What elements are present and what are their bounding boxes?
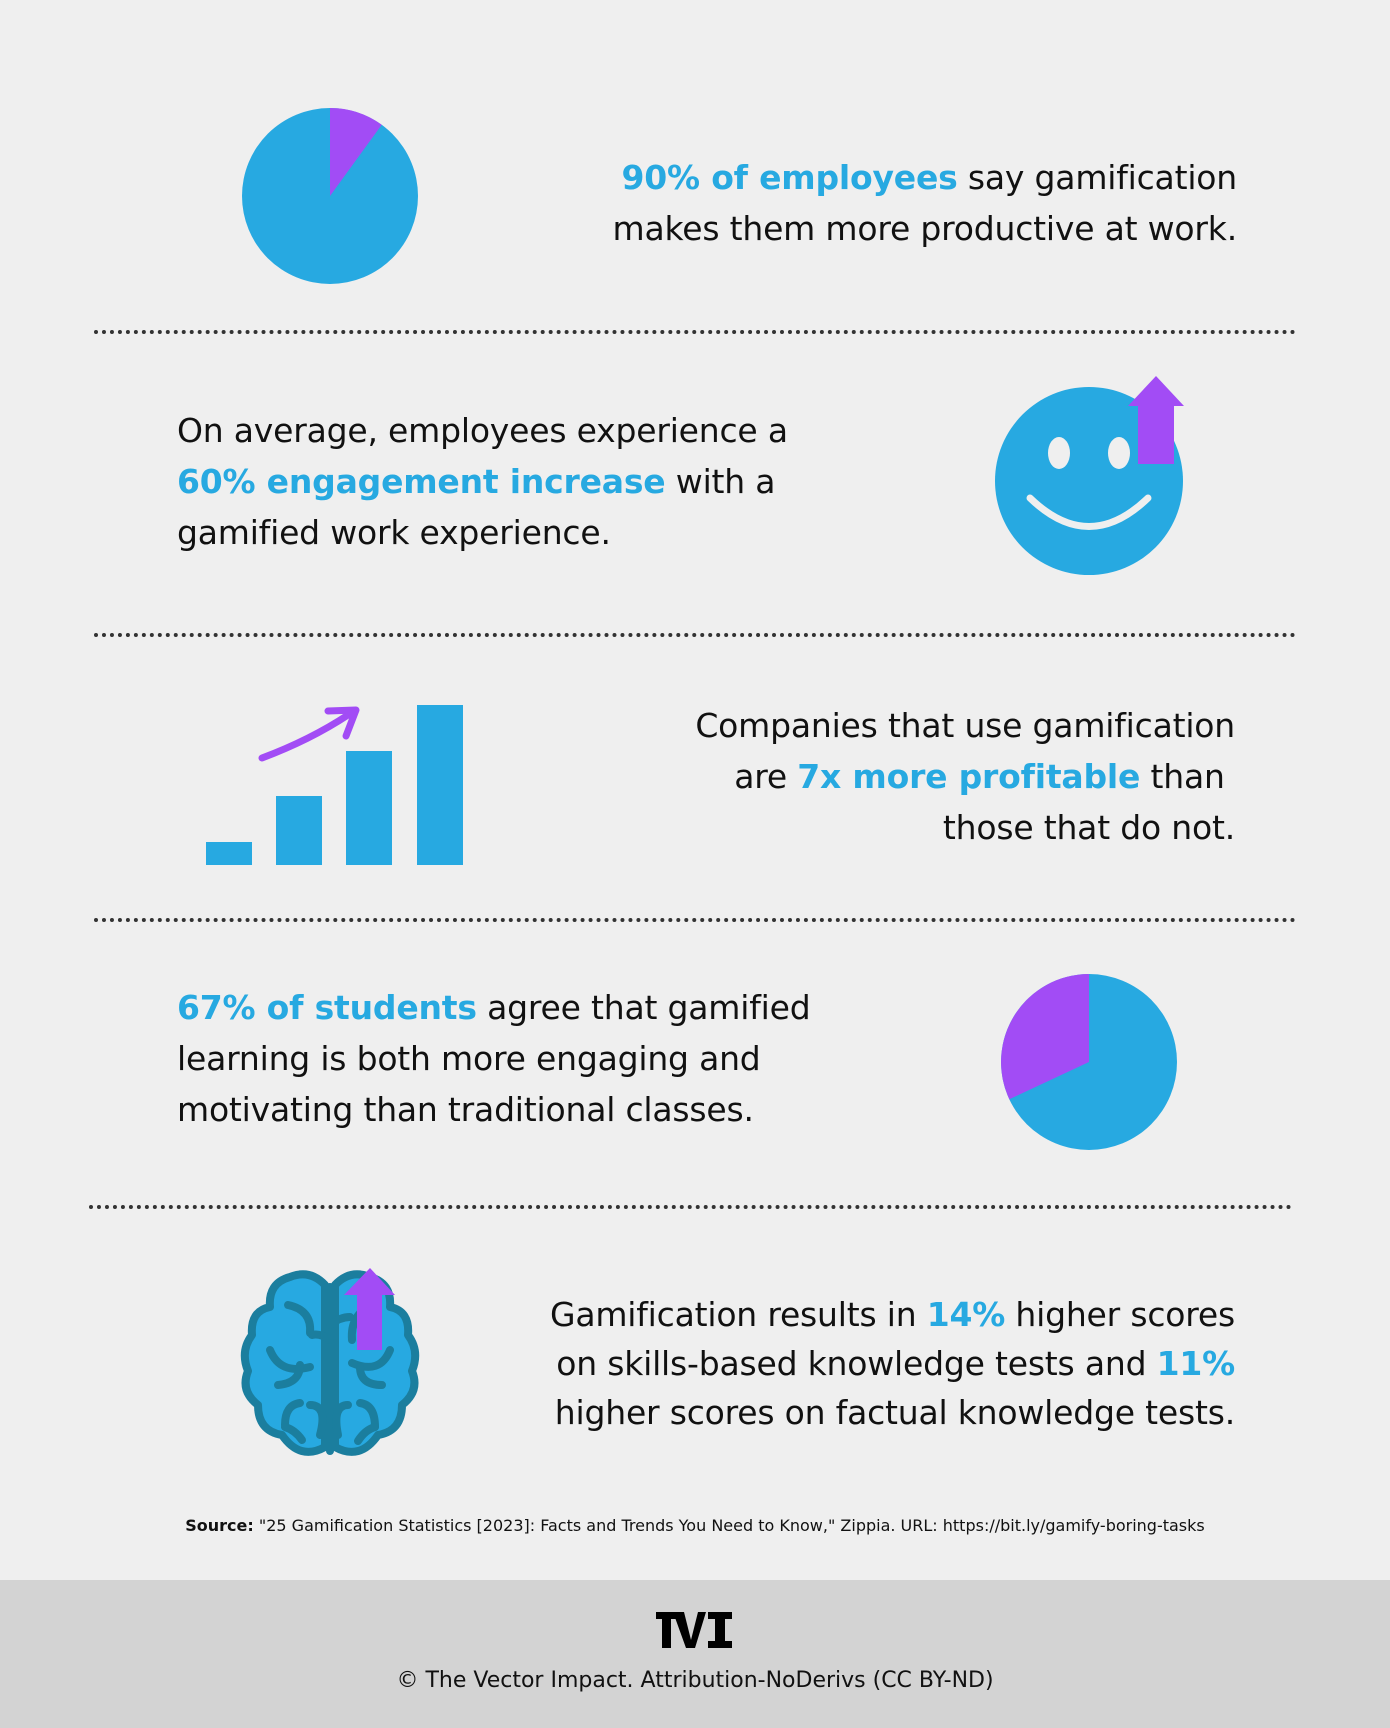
highlight: 11% [1156, 1344, 1236, 1383]
bar-4 [417, 705, 463, 865]
stat-test-scores: Gamification results in 14% higher score… [385, 1290, 1235, 1437]
source-label: Source: [185, 1516, 254, 1535]
text: higher scores [1005, 1295, 1235, 1334]
bar-chart-growth-icon [206, 705, 463, 865]
stat-profitable: Companies that use gamification are 7x m… [435, 700, 1235, 853]
divider [94, 918, 1296, 922]
highlight: 67% of students [177, 988, 477, 1027]
pie-chart-90-icon [242, 108, 418, 284]
copyright-text: © The Vector Impact. Attribution-NoDeriv… [396, 1668, 994, 1693]
text: motivating than traditional classes. [177, 1090, 754, 1129]
divider [94, 330, 1296, 334]
bar-1 [206, 842, 252, 865]
text: with a [665, 462, 776, 501]
bar-2 [276, 796, 322, 865]
text: are [734, 757, 798, 796]
divider [94, 633, 1296, 637]
smiley-arrow-up-icon [995, 376, 1184, 575]
stat-engagement-increase: On average, employees experience a 60% e… [177, 405, 937, 558]
pie-chart-67-icon [1001, 974, 1177, 1150]
text: makes them more productive at work. [612, 209, 1238, 248]
highlight: 14% [926, 1295, 1006, 1334]
text: gamified work experience. [177, 513, 611, 552]
text: learning is both more engaging and [177, 1039, 761, 1078]
source-text: "25 Gamification Statistics [2023]: Fact… [253, 1516, 1205, 1535]
source-citation: Source: "25 Gamification Statistics [202… [0, 1516, 1390, 1535]
text: on skills-based knowledge tests and [556, 1344, 1157, 1383]
stat-students: 67% of students agree that gamified lear… [177, 982, 977, 1135]
text: Gamification results in [549, 1295, 927, 1334]
text: agree that gamified [476, 988, 811, 1027]
brain-arrow-up-icon [240, 1268, 420, 1456]
bar-3 [346, 751, 392, 865]
text: higher scores on factual knowledge tests… [554, 1393, 1235, 1432]
text: say gamification [957, 158, 1237, 197]
text: than [1140, 757, 1225, 796]
tvi-logo [656, 1612, 732, 1648]
footer: © The Vector Impact. Attribution-NoDeriv… [0, 1580, 1390, 1728]
text: Companies that use gamification [695, 706, 1235, 745]
text: On average, employees experience a [177, 411, 788, 450]
divider [89, 1205, 1292, 1209]
stat-employees-productive: 90% of employees say gamification makes … [437, 152, 1238, 254]
highlight: 90% of employees [621, 158, 958, 197]
text: those that do not. [942, 808, 1235, 847]
highlight: 60% engagement increase [177, 462, 666, 501]
highlight: 7x more profitable [797, 757, 1141, 796]
